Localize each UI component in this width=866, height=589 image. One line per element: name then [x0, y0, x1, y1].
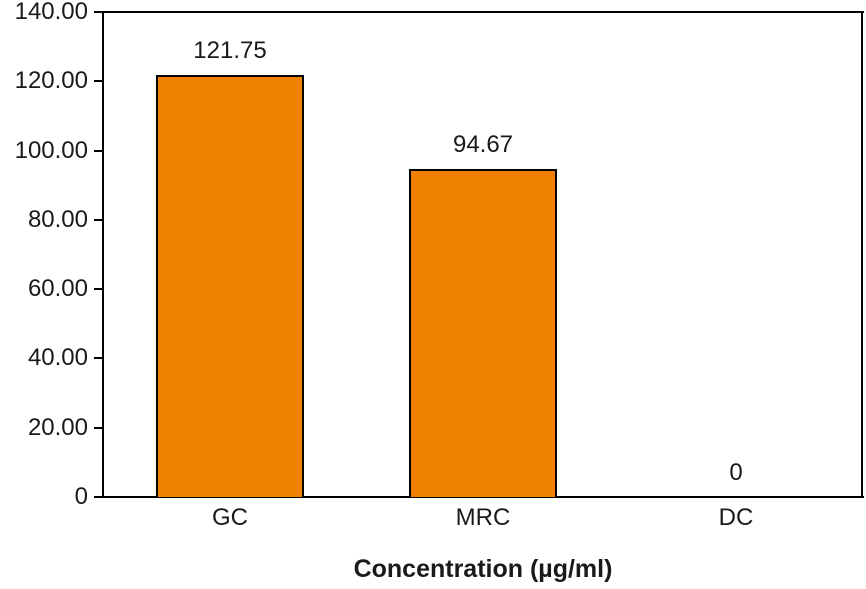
bar-value-label: 121.75 [193, 37, 267, 64]
y-tick-label: 100.00 [14, 137, 88, 164]
x-tick-label: MRC [455, 504, 511, 531]
y-tick-mark [94, 11, 103, 13]
y-tick-label: 80.00 [27, 206, 88, 233]
y-tick-mark [94, 80, 103, 82]
y-tick-label: 40.00 [27, 344, 88, 371]
y-tick-label: 0 [74, 483, 88, 510]
x-tick-label: GC [212, 504, 248, 531]
bar-value-label: 0 [729, 459, 743, 486]
bar [409, 169, 557, 497]
x-tick-label: DC [718, 504, 754, 531]
x-axis-title: Concentration (µg/ml) [353, 555, 613, 583]
y-tick-mark [94, 357, 103, 359]
plot-border-top [102, 11, 864, 13]
bar-value-label: 94.67 [452, 131, 514, 158]
y-tick-label: 20.00 [27, 414, 88, 441]
y-tick-mark [94, 219, 103, 221]
plot-border-right [861, 11, 863, 498]
y-tick-mark [94, 496, 103, 498]
y-tick-mark [94, 288, 103, 290]
y-tick-label: 60.00 [27, 275, 88, 302]
x-axis-line [94, 496, 864, 498]
y-tick-label: 120.00 [14, 67, 88, 94]
bar [156, 75, 304, 497]
y-tick-mark [94, 427, 103, 429]
y-tick-label: 140.00 [14, 0, 88, 25]
y-axis-line [102, 11, 104, 498]
y-tick-mark [94, 150, 103, 152]
